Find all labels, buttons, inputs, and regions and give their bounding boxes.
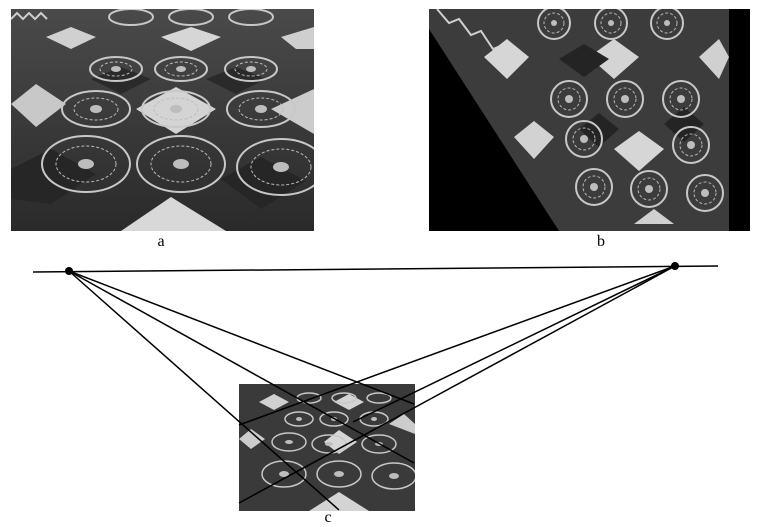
- caption-a: a: [157, 233, 165, 250]
- left-vanishing-ray-1: [68, 270, 340, 511]
- right-vanishing-ray-2: [238, 265, 676, 426]
- left-vanishing-point: [65, 267, 73, 275]
- caption-c: c: [324, 509, 332, 526]
- right-vanishing-ray-1: [238, 265, 676, 504]
- panel-a-floor-photo: [11, 9, 314, 231]
- floor-photo-a: [11, 9, 314, 231]
- floor-photo-b: [429, 9, 750, 231]
- left-vanishing-ray-3: [68, 270, 415, 405]
- right-vanishing-ray-3: [352, 265, 676, 423]
- panel-b-rectified-photo: [429, 9, 750, 231]
- horizon-line: [32, 265, 719, 273]
- caption-b: b: [597, 233, 605, 250]
- right-vanishing-point: [671, 262, 679, 270]
- left-vanishing-ray-2: [68, 270, 415, 464]
